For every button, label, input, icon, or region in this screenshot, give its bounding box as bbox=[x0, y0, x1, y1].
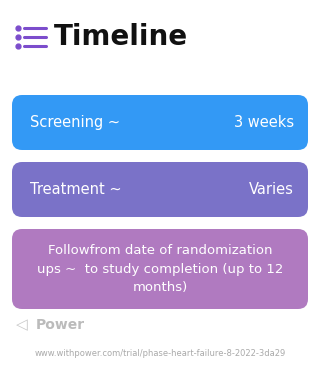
FancyBboxPatch shape bbox=[12, 95, 308, 150]
Text: 3 weeks: 3 weeks bbox=[234, 115, 294, 130]
Text: Followfrom date of randomization
ups ~  to study completion (up to 12
months): Followfrom date of randomization ups ~ t… bbox=[37, 243, 283, 294]
Text: Screening ~: Screening ~ bbox=[30, 115, 120, 130]
FancyBboxPatch shape bbox=[12, 229, 308, 309]
FancyBboxPatch shape bbox=[12, 162, 308, 217]
Text: Power: Power bbox=[36, 318, 85, 332]
Text: Treatment ~: Treatment ~ bbox=[30, 182, 122, 197]
Text: Varies: Varies bbox=[249, 182, 294, 197]
Text: ◁: ◁ bbox=[16, 317, 28, 333]
Text: www.withpower.com/trial/phase-heart-failure-8-2022-3da29: www.withpower.com/trial/phase-heart-fail… bbox=[34, 349, 286, 357]
Text: Timeline: Timeline bbox=[54, 23, 188, 51]
